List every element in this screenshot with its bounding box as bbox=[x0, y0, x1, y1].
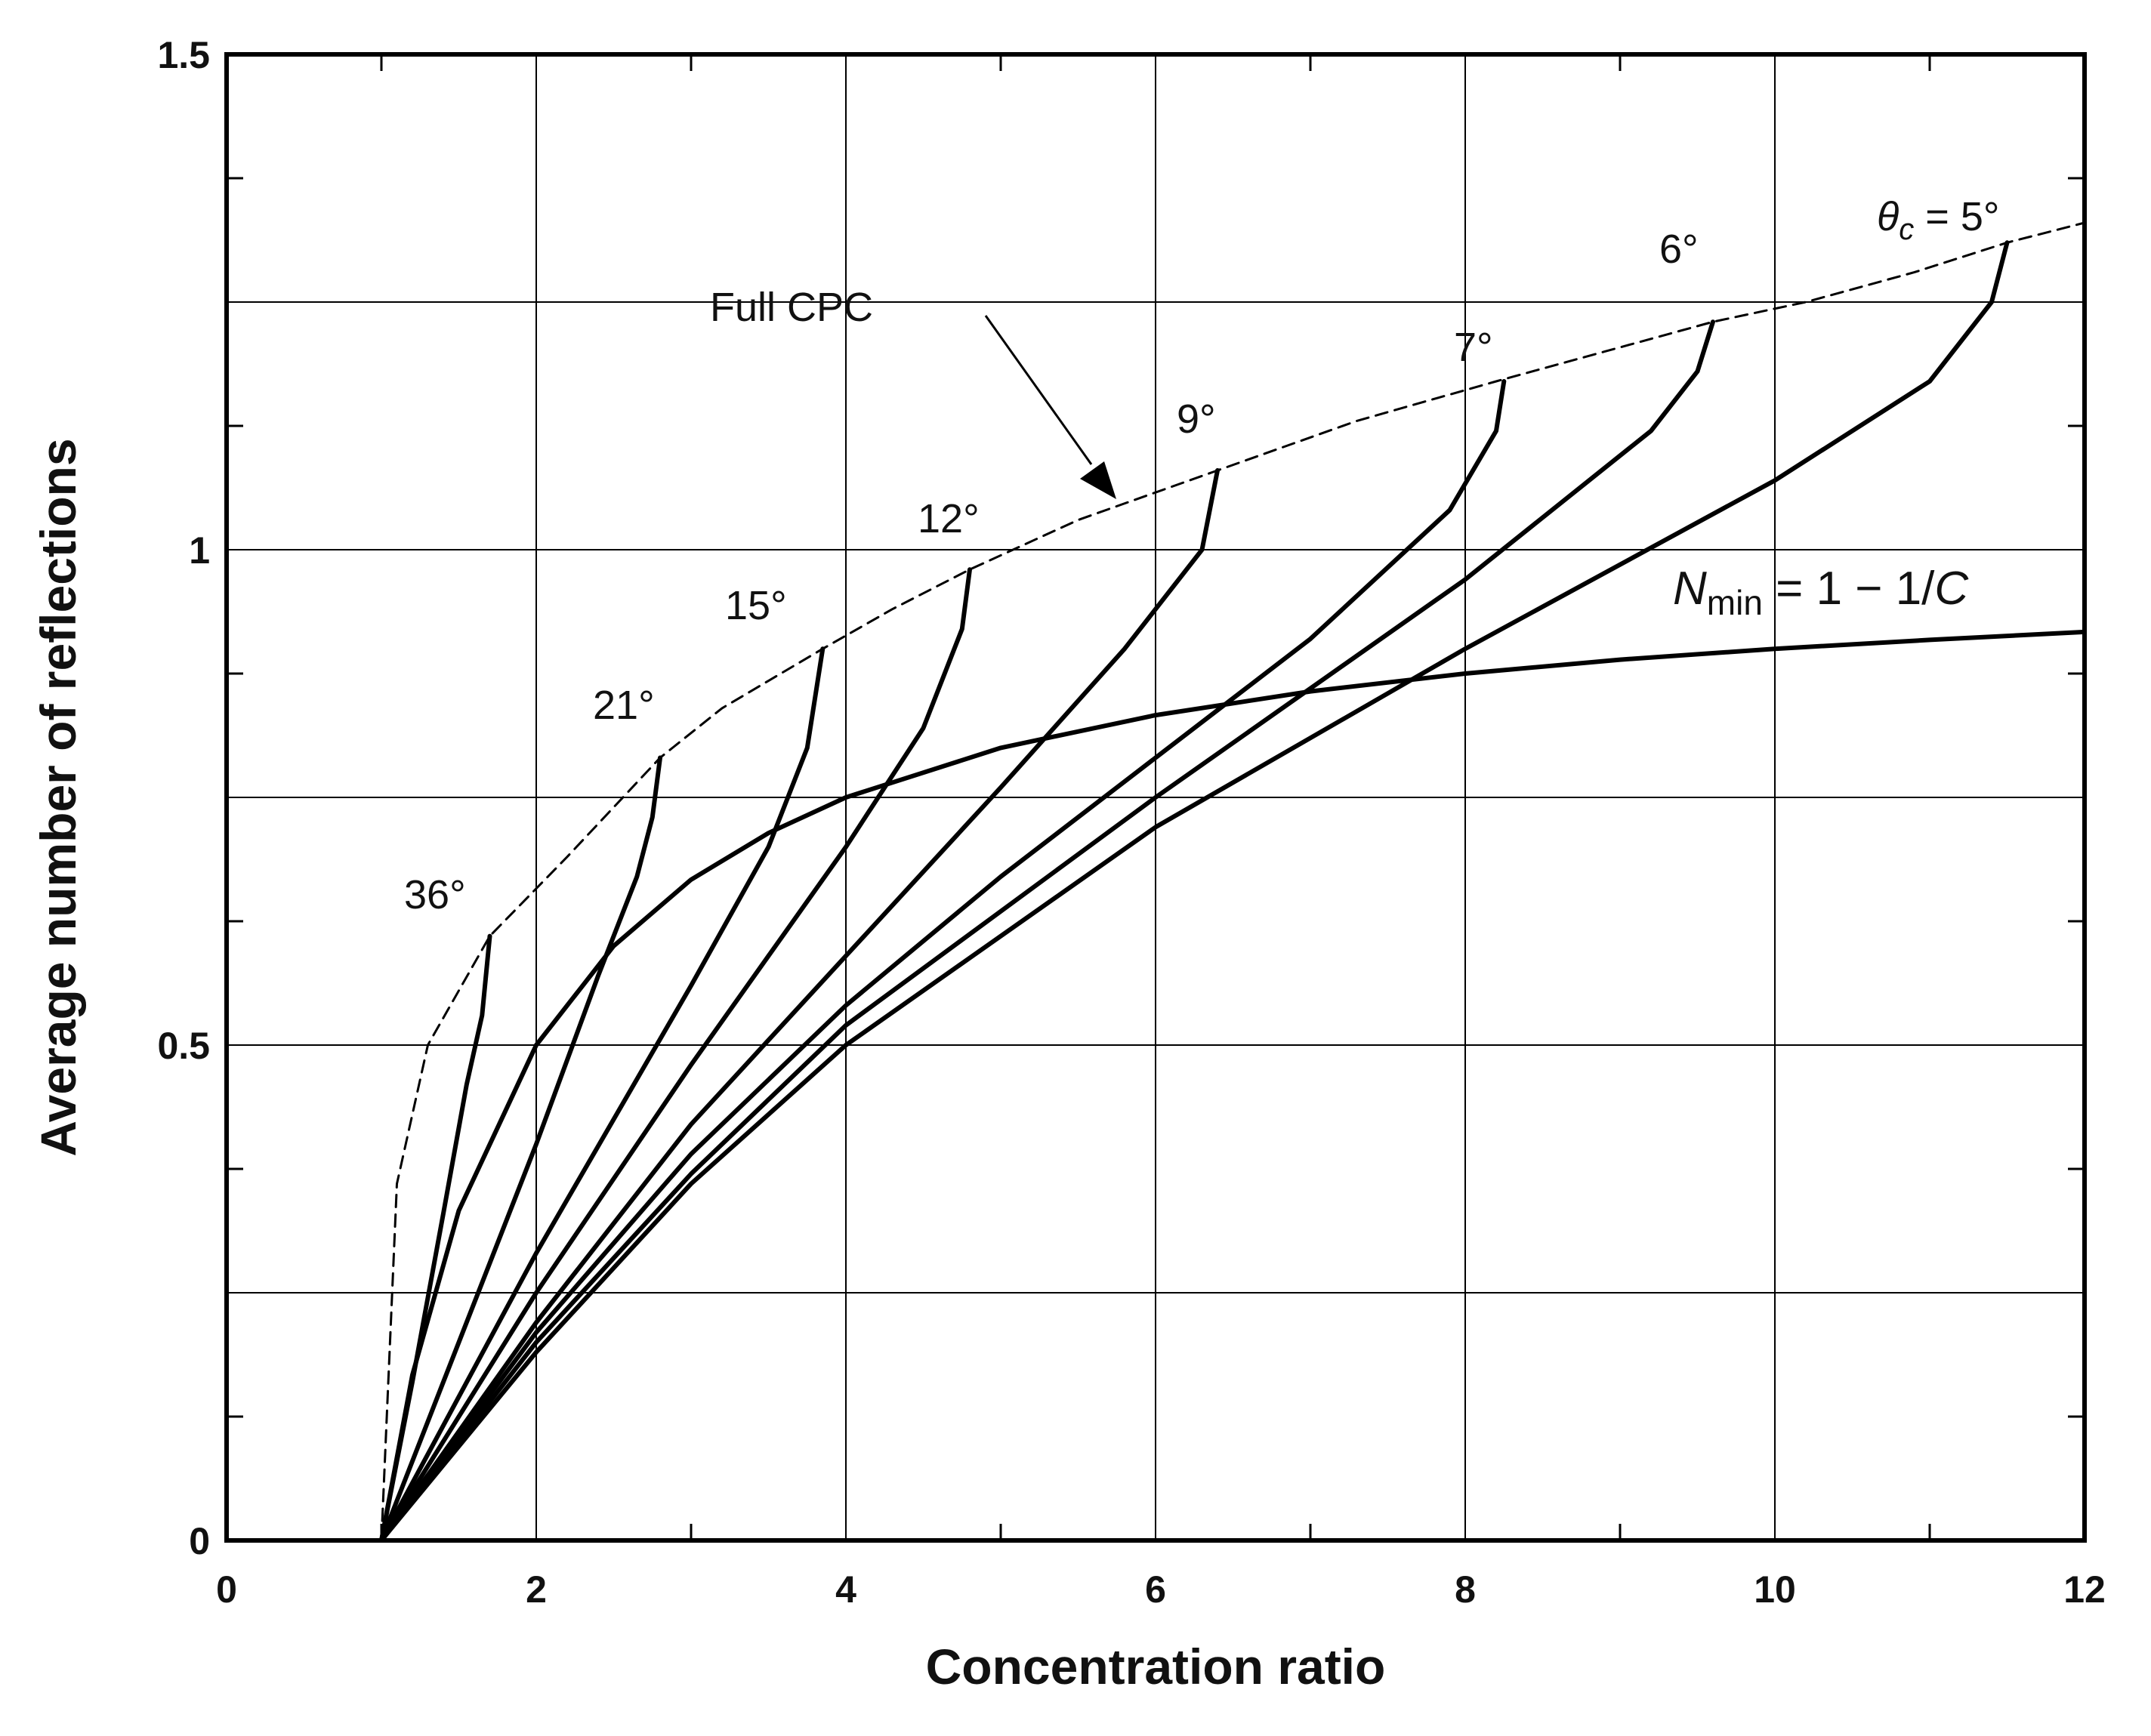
series-line-9 bbox=[379, 468, 1220, 1543]
y-tick-label: 1 bbox=[189, 529, 210, 572]
nmin-n: N bbox=[1673, 563, 1707, 615]
nmin-formula: Nmin = 1 − 1/C bbox=[1673, 563, 1969, 622]
series-line-7 bbox=[379, 379, 1507, 1543]
nmin-expression: = 1 − 1/ bbox=[1763, 563, 1935, 615]
series-line-6 bbox=[379, 319, 1715, 1543]
label-6: 6° bbox=[1659, 227, 1699, 272]
x-tick-label: 8 bbox=[1455, 1568, 1476, 1611]
theta-symbol: θ bbox=[1877, 194, 1899, 239]
x-tick-label: 10 bbox=[1754, 1568, 1796, 1611]
nmin-subscript: min bbox=[1707, 583, 1763, 622]
series-line-nmin-1-1-c bbox=[379, 629, 2087, 1543]
x-axis-title: Concentration ratio bbox=[926, 1639, 1386, 1694]
label-21: 21° bbox=[593, 683, 655, 728]
y-tick-label: 0 bbox=[189, 1520, 210, 1562]
label-15: 15° bbox=[725, 583, 787, 628]
series-layer bbox=[379, 221, 2087, 1543]
label-9: 9° bbox=[1177, 396, 1216, 442]
x-tick-label: 12 bbox=[2063, 1568, 2106, 1611]
x-tick-label: 6 bbox=[1145, 1568, 1166, 1611]
series-line-36 bbox=[379, 933, 492, 1543]
label-theta-c-5: θc = 5° bbox=[1877, 194, 1999, 246]
plot-frame bbox=[224, 52, 2087, 1543]
ticks bbox=[227, 54, 2085, 1540]
series-line-15 bbox=[379, 646, 826, 1543]
theta-subscript: c bbox=[1899, 213, 1914, 246]
y-tick-label: 1.5 bbox=[157, 34, 210, 76]
annotation-full-cpc: Full CPC bbox=[710, 285, 873, 330]
label-7: 7° bbox=[1454, 325, 1493, 370]
label-36: 36° bbox=[404, 872, 466, 917]
series-line-5 bbox=[379, 240, 2010, 1543]
y-tick-labels: 0 0.5 1 1.5 bbox=[157, 34, 210, 1562]
x-tick-label: 0 bbox=[216, 1568, 237, 1611]
theta-value: = 5° bbox=[1914, 194, 1999, 239]
series-line-12 bbox=[379, 567, 972, 1543]
x-tick-label: 4 bbox=[835, 1568, 856, 1611]
x-tick-labels: 0 2 4 6 8 10 12 bbox=[216, 1568, 2106, 1611]
label-12: 12° bbox=[918, 496, 980, 541]
x-tick-label: 2 bbox=[526, 1568, 547, 1611]
full-cpc-arrow-shaft bbox=[984, 315, 1093, 465]
y-axis-title: Average number of reflections bbox=[30, 438, 86, 1156]
y-tick-label: 0.5 bbox=[157, 1025, 210, 1067]
full-cpc-arrow-head bbox=[1080, 461, 1116, 499]
series-line-21 bbox=[379, 755, 662, 1543]
nmin-c: C bbox=[1934, 563, 1969, 615]
